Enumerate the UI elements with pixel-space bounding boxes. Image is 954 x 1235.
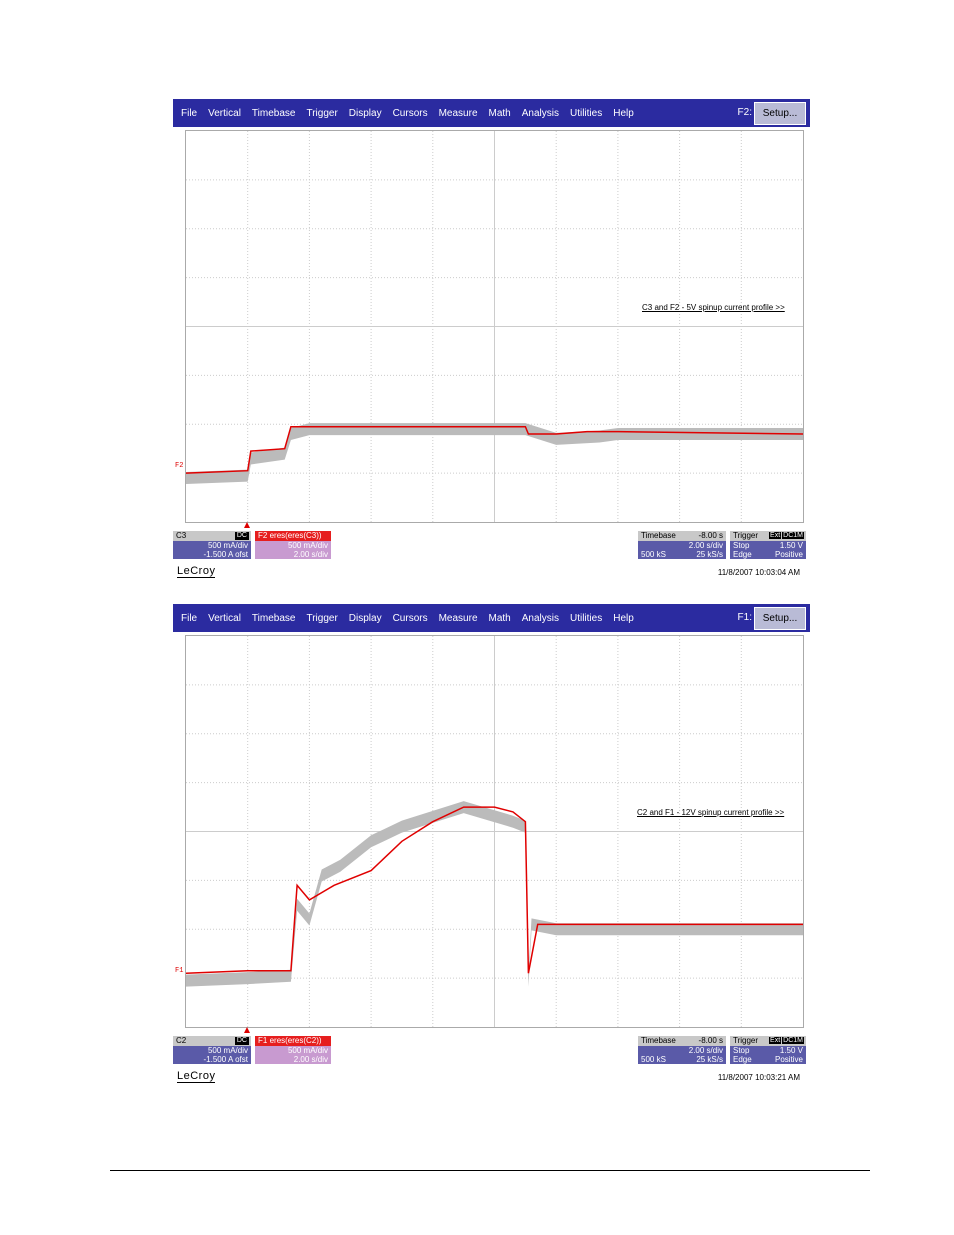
math-label: eres(eres(C3))	[269, 531, 322, 540]
menu-analysis[interactable]: Analysis	[521, 612, 559, 624]
menu-bar: File Vertical Timebase Trigger Display C…	[173, 99, 810, 127]
timebase-box[interactable]: Timebase -8.00 s 2.00 s/div 500 kS 25 kS/s	[638, 1036, 726, 1064]
trigger-level: 1.50 V	[779, 1046, 803, 1055]
filtered-current-trace	[186, 806, 803, 974]
menu-timebase[interactable]: Timebase	[251, 107, 296, 119]
waveform-grid: F1 C2 and F1 - 12V spinup current profil…	[175, 635, 804, 1028]
trigger-box[interactable]: Trigger Ext DC1M Stop 1.50 V Edge Positive	[730, 531, 806, 559]
math-name: F1	[258, 1036, 268, 1045]
channel-offset: -1.500 A ofst	[203, 1055, 248, 1064]
trigger-mode: Stop	[733, 1046, 750, 1055]
timebase-tdiv: 2.00 s/div	[688, 1046, 723, 1055]
filtered-current-trace	[186, 425, 803, 474]
trigger-type: Edge	[733, 550, 752, 559]
menu-cursors[interactable]: Cursors	[392, 107, 428, 119]
annotation: C3 and F2 - 5V spinup current profile >>	[642, 303, 785, 312]
waveform-grid: F2 C3 and F2 - 5V spinup current profile…	[175, 130, 804, 523]
trace-marker: F2	[175, 462, 184, 470]
menu-help[interactable]: Help	[613, 107, 634, 119]
setup-button[interactable]: Setup...	[754, 102, 806, 125]
raw-current-trace	[186, 423, 803, 484]
trigger-marker	[244, 1027, 250, 1033]
channel-vdiv: 500 mA/div	[207, 541, 248, 550]
scope-2: File Vertical Timebase Trigger Display C…	[173, 604, 810, 1089]
channel-offset: -1.500 A ofst	[203, 550, 248, 559]
trigger-source: Ext	[769, 1037, 782, 1044]
trigger-marker	[244, 522, 250, 528]
annotation: C2 and F1 - 12V spinup current profile >…	[637, 808, 785, 817]
lecroy-logo: LeCroy	[177, 565, 216, 578]
menu-vertical[interactable]: Vertical	[208, 107, 241, 119]
menu-display[interactable]: Display	[348, 612, 382, 624]
setup-button[interactable]: Setup...	[754, 607, 806, 630]
timebase-tdiv: 2.00 s/div	[688, 541, 723, 550]
channel-box[interactable]: C2 DC 500 mA/div -1.500 A ofst	[173, 1036, 251, 1064]
math-name: F2	[258, 531, 268, 540]
math-tdiv: 2.00 s/div	[293, 550, 328, 559]
timebase-delay: -8.00 s	[698, 531, 723, 540]
menu-timebase[interactable]: Timebase	[251, 612, 296, 624]
menu-measure[interactable]: Measure	[438, 107, 478, 119]
trigger-box[interactable]: Trigger Ext DC1M Stop 1.50 V Edge Positive	[730, 1036, 806, 1064]
coupling-badge: DC	[234, 532, 249, 540]
menu-help[interactable]: Help	[613, 612, 634, 624]
trigger-mode: Stop	[733, 541, 750, 550]
menu-file[interactable]: File	[181, 107, 198, 119]
coupling-badge: DC	[234, 1037, 249, 1045]
trigger-source: Ext	[769, 532, 782, 539]
timebase-samples: 500 kS	[641, 1055, 666, 1064]
menu-analysis[interactable]: Analysis	[521, 107, 559, 119]
menu-file[interactable]: File	[181, 612, 198, 624]
trigger-level: 1.50 V	[779, 541, 803, 550]
timestamp: 11/8/2007 10:03:04 AM	[717, 568, 800, 577]
menu-vertical[interactable]: Vertical	[208, 612, 241, 624]
channel-name: C3	[176, 531, 187, 540]
menu-trigger[interactable]: Trigger	[306, 107, 338, 119]
menu-math[interactable]: Math	[488, 107, 511, 119]
trigger-coupling: DC1M	[782, 532, 804, 539]
menu-utilities[interactable]: Utilities	[569, 612, 603, 624]
menu-bar: File Vertical Timebase Trigger Display C…	[173, 604, 810, 632]
channel-vdiv: 500 mA/div	[207, 1046, 248, 1055]
timebase-rate: 25 kS/s	[696, 1055, 723, 1064]
menu-cursors[interactable]: Cursors	[392, 612, 428, 624]
math-tdiv: 2.00 s/div	[293, 1055, 328, 1064]
function-label: F1:	[737, 612, 752, 623]
channel-box[interactable]: C3 DC 500 mA/div -1.500 A ofst	[173, 531, 251, 559]
menu-math[interactable]: Math	[488, 612, 511, 624]
trigger-label: Trigger	[733, 531, 759, 540]
math-vdiv: 500 mA/div	[287, 541, 328, 550]
trigger-coupling: DC1M	[782, 1037, 804, 1044]
menu-utilities[interactable]: Utilities	[569, 107, 603, 119]
math-box[interactable]: F2 eres(eres(C3)) 500 mA/div 2.00 s/div	[255, 531, 331, 559]
channel-name: C2	[176, 1036, 187, 1045]
trace-marker: F1	[175, 967, 184, 975]
math-label: eres(eres(C2))	[269, 1036, 322, 1045]
function-label: F2:	[737, 107, 752, 118]
math-box[interactable]: F1 eres(eres(C2)) 500 mA/div 2.00 s/div	[255, 1036, 331, 1064]
timebase-rate: 25 kS/s	[696, 550, 723, 559]
menu-measure[interactable]: Measure	[438, 612, 478, 624]
math-vdiv: 500 mA/div	[287, 1046, 328, 1055]
trigger-type: Edge	[733, 1055, 752, 1064]
waveform-plot	[186, 131, 803, 522]
timebase-box[interactable]: Timebase -8.00 s 2.00 s/div 500 kS 25 kS/s	[638, 531, 726, 559]
waveform-plot	[186, 636, 803, 1027]
footer-rule	[110, 1170, 870, 1171]
timebase-samples: 500 kS	[641, 550, 666, 559]
timebase-label: Timebase	[641, 1036, 676, 1045]
trigger-label: Trigger	[733, 1036, 759, 1045]
trigger-slope: Positive	[774, 1055, 803, 1064]
menu-trigger[interactable]: Trigger	[306, 612, 338, 624]
menu-display[interactable]: Display	[348, 107, 382, 119]
lecroy-logo: LeCroy	[177, 1070, 216, 1083]
timebase-delay: -8.00 s	[698, 1036, 723, 1045]
timestamp: 11/8/2007 10:03:21 AM	[717, 1073, 800, 1082]
timebase-label: Timebase	[641, 531, 676, 540]
trigger-slope: Positive	[774, 550, 803, 559]
scope-1: File Vertical Timebase Trigger Display C…	[173, 99, 810, 584]
